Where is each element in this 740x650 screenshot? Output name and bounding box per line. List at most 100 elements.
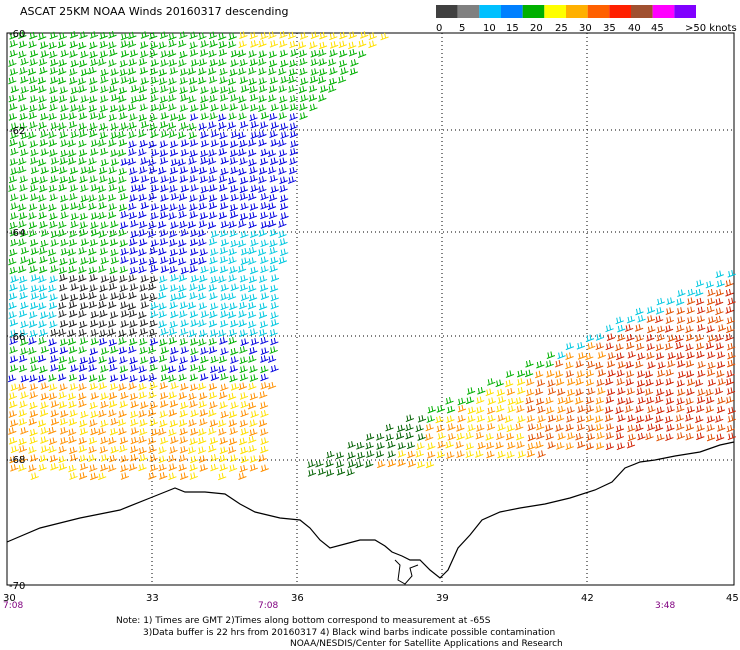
wind-barb <box>595 442 605 450</box>
wind-barb <box>198 238 207 247</box>
wind-barb <box>486 450 495 459</box>
wind-barb <box>219 255 229 264</box>
wind-barb <box>68 373 78 382</box>
wind-barb <box>627 414 636 423</box>
wind-barb <box>119 265 128 274</box>
wind-barb <box>636 379 646 388</box>
wind-barb <box>269 174 278 183</box>
wind-barb <box>109 104 119 113</box>
wind-barb <box>646 396 655 405</box>
wind-barb <box>178 210 187 219</box>
wind-barb <box>168 374 177 383</box>
wind-barb <box>80 184 89 193</box>
wind-barb <box>616 369 625 378</box>
wind-barb <box>288 75 297 84</box>
wind-barb <box>504 415 514 423</box>
wind-barb <box>148 221 157 230</box>
wind-barb <box>129 320 138 328</box>
wind-barb <box>676 307 685 315</box>
wind-barb <box>108 41 117 50</box>
wind-barb <box>189 85 198 94</box>
wind-barb <box>99 50 109 59</box>
wind-barb <box>58 373 67 382</box>
wind-barb <box>127 67 137 76</box>
wind-barb <box>229 157 238 165</box>
wind-barb <box>685 325 694 334</box>
wind-barb <box>138 148 147 157</box>
wind-barb <box>496 404 505 413</box>
wind-barb <box>189 383 199 392</box>
wind-barb <box>108 338 118 347</box>
wind-barb <box>179 50 188 59</box>
wind-barb <box>727 406 737 415</box>
wind-barb <box>239 346 248 354</box>
wind-barb <box>160 194 169 202</box>
wind-barb <box>416 442 425 451</box>
wind-barb <box>635 405 644 413</box>
wind-barb <box>279 194 289 203</box>
wind-barb <box>50 463 59 471</box>
wind-barb <box>575 378 584 386</box>
wind-barb <box>39 292 48 301</box>
wind-barb <box>50 122 59 130</box>
wind-barb <box>605 324 614 333</box>
wind-barb <box>228 256 237 265</box>
wind-barb <box>218 32 227 41</box>
wind-barb <box>646 306 656 314</box>
wind-barb <box>248 149 257 157</box>
wind-barb <box>149 247 158 255</box>
wind-barb <box>38 284 48 293</box>
wind-barb <box>79 454 88 463</box>
wind-barb <box>557 432 566 441</box>
wind-barb <box>150 428 160 437</box>
wind-barb <box>288 166 298 175</box>
wind-barb <box>99 310 108 318</box>
wind-barb <box>49 103 58 112</box>
wind-barb <box>19 184 28 192</box>
wind-barb <box>127 103 137 112</box>
wind-barb <box>635 360 644 369</box>
wind-barb <box>696 351 705 359</box>
wind-barb <box>726 359 736 368</box>
wind-barb <box>179 436 188 444</box>
wind-barb <box>260 410 269 418</box>
wind-barb <box>230 347 239 356</box>
wind-barb <box>248 246 257 255</box>
wind-barb <box>576 370 585 378</box>
wind-barb <box>346 468 355 477</box>
wind-barb <box>18 220 27 229</box>
wind-barb <box>715 415 724 423</box>
wind-barb <box>149 454 158 462</box>
wind-barb <box>198 319 207 328</box>
wind-barb <box>220 238 230 247</box>
wind-barb <box>109 427 119 436</box>
wind-barb <box>248 445 257 453</box>
wind-barb <box>30 274 40 282</box>
wind-barb <box>67 337 77 346</box>
wind-barb <box>160 373 170 382</box>
wind-barb <box>99 40 108 49</box>
wind-barb <box>98 356 107 364</box>
wind-barb <box>49 220 58 229</box>
wind-barb <box>149 275 158 284</box>
wind-barb <box>200 86 209 94</box>
wind-barb <box>726 342 736 351</box>
wind-barb <box>230 94 239 102</box>
wind-barb <box>258 167 268 175</box>
wind-barb <box>159 284 168 292</box>
wind-barb <box>108 392 118 400</box>
wind-barb <box>18 212 28 220</box>
wind-barb <box>98 301 107 309</box>
wind-barb <box>335 451 345 460</box>
wind-barb <box>358 40 367 48</box>
wind-barb <box>38 158 47 167</box>
wind-barb <box>258 58 267 66</box>
wind-barb <box>100 400 109 409</box>
wind-barb <box>179 86 188 95</box>
wind-barb <box>59 346 69 355</box>
wind-barb <box>160 50 169 58</box>
lon-label: 42 <box>581 593 594 604</box>
wind-barb <box>88 157 97 166</box>
wind-barb <box>250 131 259 139</box>
wind-barb <box>139 103 148 112</box>
